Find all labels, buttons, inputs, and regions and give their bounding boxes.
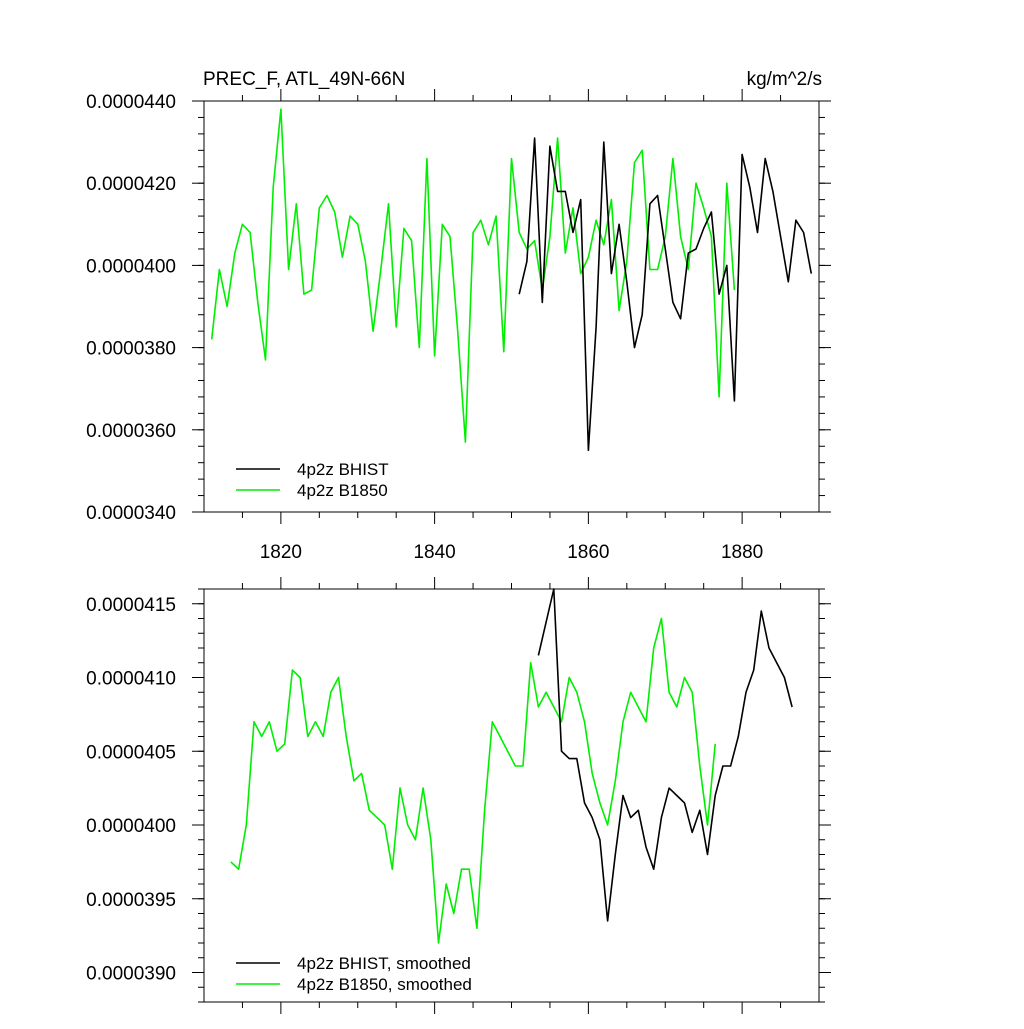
y-tick-label: 0.0000440	[86, 92, 176, 113]
chart-panel-1: 1820 1840 1860 1880 0.0000340 0.0000360 0.0000…	[86, 89, 831, 563]
series-line-4p2z-bhist-smoothed	[537, 588, 793, 922]
x-tick-label: 1840	[413, 542, 455, 563]
y-tick-label: 0.0000410	[86, 669, 176, 690]
y-tick-label: 0.0000420	[86, 174, 176, 195]
x-tick-label: 1820	[260, 542, 302, 563]
unit-label: kg/m^2/s	[747, 69, 822, 90]
y-tick-label: 0.0000380	[86, 339, 176, 360]
chart-panel-2: 0.0000390 0.0000395 0.0000400 0.0000405 0.00…	[86, 577, 831, 1014]
y-tick-label: 0.0000400	[86, 256, 176, 277]
y-tick-label: 0.0000395	[86, 890, 176, 911]
y-tick-label: 0.0000400	[86, 816, 176, 837]
y-tick-label: 0.0000390	[86, 964, 176, 985]
y-tick-label: 0.0000340	[86, 503, 176, 524]
y-tick-label: 0.0000360	[86, 421, 176, 442]
legend-label: 4p2z BHIST	[297, 460, 389, 479]
x-tick-label: 1880	[721, 542, 763, 563]
chart-title: PREC_F, ATL_49N-66N	[203, 69, 405, 90]
x-tick-label: 1860	[567, 542, 609, 563]
y-tick-label: 0.0000415	[86, 595, 176, 616]
plot-frame	[203, 588, 820, 1003]
legend-label: 4p2z B1850, smoothed	[297, 975, 472, 994]
y-tick-label: 0.0000405	[86, 742, 176, 763]
series-line-4p2z-b1850-smoothed	[230, 617, 716, 944]
series-line-4p2z-b1850	[210, 108, 736, 443]
legend-label: 4p2z B1850	[297, 481, 388, 500]
legend-label: 4p2z BHIST, smoothed	[297, 954, 471, 973]
series-line-4p2z-bhist	[518, 137, 813, 452]
